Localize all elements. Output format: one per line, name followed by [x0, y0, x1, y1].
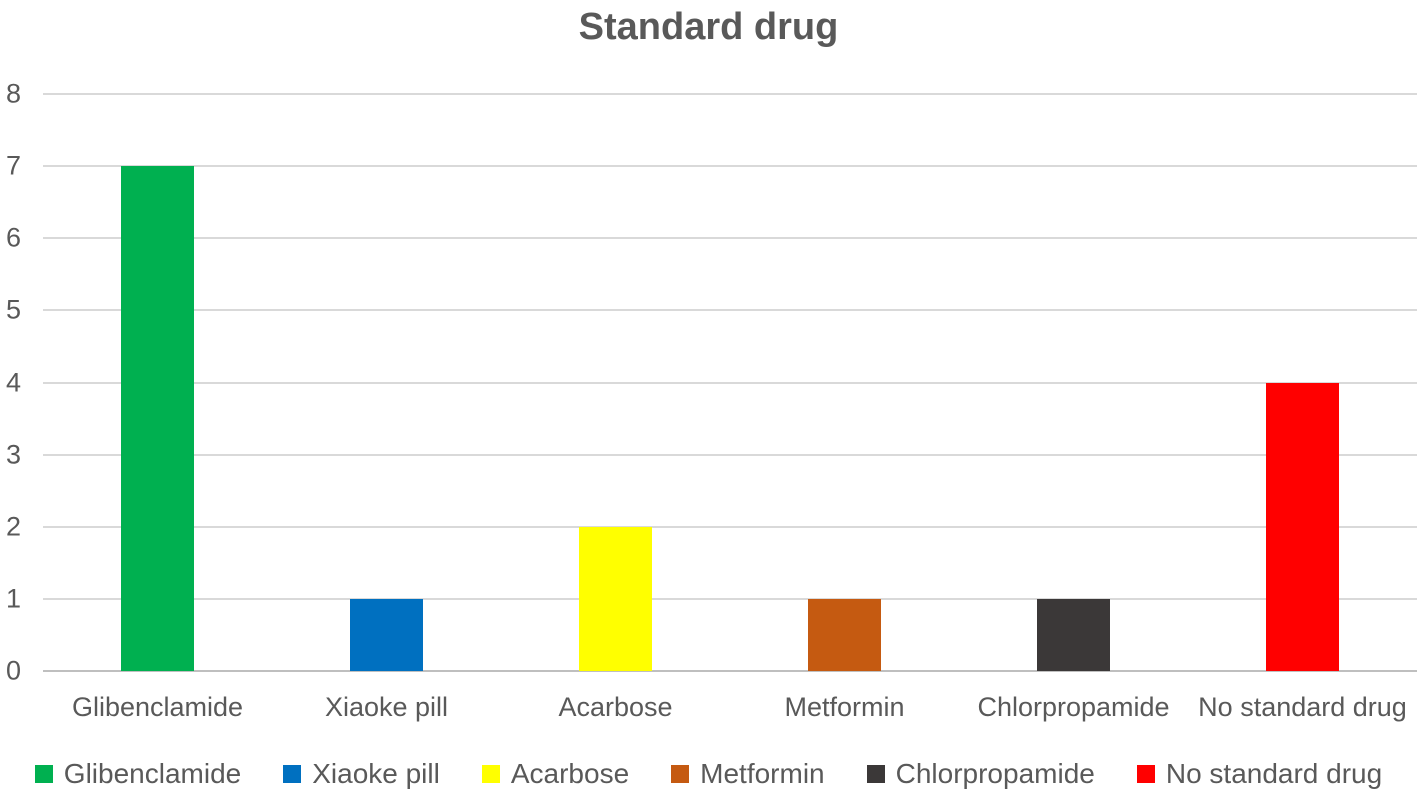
legend-swatch-no-standard-drug	[1136, 765, 1155, 783]
y-tick-label-7: 7	[6, 150, 22, 181]
x-label-no-standard-drug: No standard drug	[1198, 692, 1407, 722]
legend-swatch-acarbose	[481, 765, 500, 783]
y-tick-label-1: 1	[6, 583, 22, 614]
x-label-chlorpropamide: Chlorpropamide	[977, 692, 1170, 722]
gridline-y-3	[43, 453, 1417, 456]
legend-label-glibenclamide: Glibenclamide	[63, 758, 242, 789]
chart-title: Standard drug	[578, 6, 839, 48]
y-tick-label-3: 3	[6, 439, 22, 470]
bar-metformin	[808, 598, 881, 671]
x-label-xiaoke-pill: Xiaoke pill	[324, 692, 449, 722]
y-tick-label-4: 4	[6, 367, 22, 397]
x-label-glibenclamide: Glibenclamide	[71, 692, 244, 722]
legend-item-xiaoke-pill: Xiaoke pill	[283, 760, 440, 788]
gridline-y-8	[43, 93, 1417, 95]
legend-item-no-standard-drug: No standard drug	[1136, 758, 1383, 789]
bar-acarbose	[579, 526, 652, 671]
legend-swatch-metformin	[671, 765, 690, 783]
y-tick-label-8: 8	[6, 78, 22, 109]
gridline-y-0	[43, 670, 1417, 672]
gridline-y-4	[43, 381, 1417, 384]
gridline-y-2	[43, 525, 1417, 528]
legend-swatch-chlorpropamide	[866, 765, 885, 783]
legend-label-xiaoke-pill: Xiaoke pill	[312, 758, 440, 789]
x-label-metformin: Metformin	[784, 692, 905, 722]
legend-item-acarbose: Acarbose	[481, 758, 630, 789]
gridline-y-7	[43, 165, 1417, 168]
legend: Glibenclamide Xiaoke pill Acarbose Metformi…	[0, 760, 1417, 788]
legend-label-acarbose: Acarbose	[510, 758, 630, 789]
gridline-y-5	[43, 309, 1417, 312]
bar-xiaoke-pill	[350, 598, 423, 671]
y-tick-label-2: 2	[6, 511, 22, 542]
bar-no-standard-drug	[1266, 382, 1339, 671]
y-tick-label-0: 0	[6, 655, 22, 686]
bar-glibenclamide	[121, 166, 194, 671]
legend-swatch-glibenclamide	[34, 765, 53, 783]
bar-chlorpropamide	[1037, 598, 1110, 671]
legend-swatch-xiaoke-pill	[283, 765, 302, 783]
gridline-y-1	[43, 597, 1417, 600]
legend-item-chlorpropamide: Chlorpropamide	[866, 758, 1095, 789]
plot-area: 0 1 2 3 4 5 6 7 8	[0, 80, 1417, 684]
y-tick-label-5: 5	[6, 294, 22, 325]
x-axis-labels: Glibenclamide Xiaoke pill Acarbose Metformi…	[0, 692, 1417, 732]
legend-label-metformin: Metformin	[700, 758, 825, 789]
legend-item-glibenclamide: Glibenclamide	[34, 758, 242, 789]
gridline-y-6	[43, 237, 1417, 240]
y-tick-label-6: 6	[6, 222, 22, 253]
legend-label-chlorpropamide: Chlorpropamide	[895, 758, 1095, 789]
legend-label-no-standard-drug: No standard drug	[1165, 758, 1383, 789]
legend-item-metformin: Metformin	[671, 758, 825, 789]
x-label-acarbose: Acarbose	[558, 692, 673, 722]
